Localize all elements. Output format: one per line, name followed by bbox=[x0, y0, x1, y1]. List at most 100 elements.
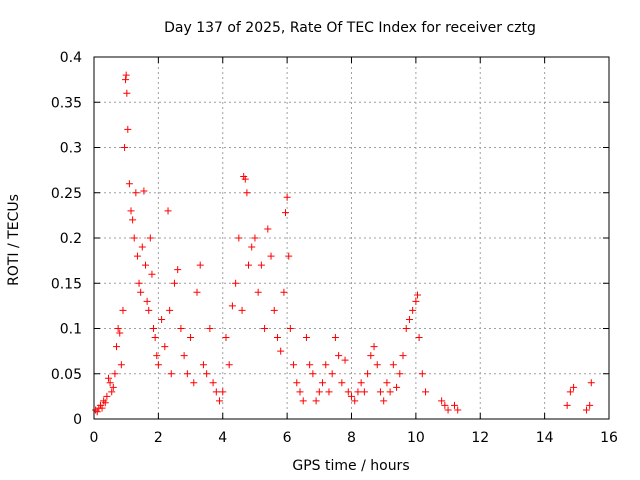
data-point bbox=[122, 76, 130, 84]
data-point bbox=[267, 252, 275, 260]
data-point bbox=[137, 288, 145, 296]
y-tick-label: 0.05 bbox=[51, 367, 82, 383]
data-point bbox=[135, 279, 143, 287]
data-point bbox=[151, 334, 159, 342]
data-point bbox=[296, 388, 304, 396]
data-point bbox=[587, 379, 595, 387]
data-point bbox=[328, 370, 336, 378]
data-point bbox=[114, 325, 122, 332]
x-tick-label: 6 bbox=[283, 430, 292, 446]
data-point bbox=[170, 279, 178, 287]
data-point bbox=[93, 408, 101, 416]
data-point bbox=[238, 306, 246, 314]
data-point bbox=[315, 388, 323, 396]
x-tick-label: 4 bbox=[218, 430, 227, 446]
data-point bbox=[341, 356, 349, 364]
data-point bbox=[264, 225, 272, 233]
y-tick-label: 0.4 bbox=[60, 50, 82, 66]
data-point bbox=[222, 334, 230, 342]
data-point bbox=[393, 383, 401, 391]
y-tick-labels: 0 0.05 0.1 0.15 0.2 0.25 0.3 0.35 0.4 bbox=[51, 50, 82, 428]
data-point bbox=[133, 252, 141, 260]
data-point bbox=[235, 234, 243, 242]
data-point bbox=[360, 388, 368, 396]
data-point bbox=[124, 125, 132, 133]
y-tick-label: 0.25 bbox=[51, 186, 82, 202]
data-point bbox=[254, 288, 262, 296]
data-point bbox=[127, 207, 135, 215]
data-point bbox=[364, 370, 372, 378]
data-point bbox=[248, 243, 256, 251]
data-point bbox=[123, 89, 131, 97]
data-point bbox=[232, 279, 240, 287]
data-point bbox=[174, 266, 182, 274]
x-tick-label: 14 bbox=[536, 430, 554, 446]
data-point bbox=[116, 329, 124, 337]
x-tick-label: 16 bbox=[600, 430, 618, 446]
data-point bbox=[177, 325, 185, 332]
data-point bbox=[108, 388, 116, 396]
data-point bbox=[413, 291, 421, 299]
gridlines bbox=[94, 57, 609, 419]
data-point bbox=[325, 388, 333, 396]
data-point bbox=[293, 379, 301, 387]
data-point bbox=[166, 306, 174, 314]
y-tick-label: 0 bbox=[73, 412, 82, 428]
data-point bbox=[344, 388, 352, 396]
data-point bbox=[130, 234, 138, 242]
y-tick-label: 0.1 bbox=[60, 322, 82, 338]
x-tick-label: 12 bbox=[471, 430, 489, 446]
plot-frame bbox=[93, 56, 610, 420]
data-point bbox=[273, 334, 281, 342]
data-point bbox=[302, 334, 310, 342]
data-point bbox=[161, 343, 169, 351]
data-point bbox=[98, 404, 106, 412]
data-point bbox=[319, 379, 327, 387]
data-point bbox=[164, 207, 172, 215]
x-tick-label: 0 bbox=[90, 430, 99, 446]
data-point bbox=[92, 406, 100, 414]
data-point bbox=[206, 325, 214, 332]
data-point bbox=[299, 397, 307, 405]
data-point bbox=[243, 189, 251, 197]
data-point bbox=[380, 397, 388, 405]
data-point bbox=[122, 71, 130, 79]
data-point bbox=[261, 325, 269, 332]
data-point bbox=[101, 399, 109, 407]
data-point bbox=[283, 193, 291, 201]
data-point bbox=[225, 361, 233, 369]
data-point bbox=[145, 306, 153, 314]
data-point bbox=[117, 361, 125, 369]
data-point bbox=[286, 325, 294, 332]
data-point bbox=[402, 325, 410, 332]
data-point bbox=[441, 401, 449, 409]
x-axis-label: GPS time / hours bbox=[292, 458, 409, 474]
data-point bbox=[373, 361, 381, 369]
data-point bbox=[338, 379, 346, 387]
data-point bbox=[219, 388, 227, 396]
data-point bbox=[199, 361, 207, 369]
data-point bbox=[103, 392, 111, 400]
data-point bbox=[367, 352, 375, 360]
data-point bbox=[386, 388, 394, 396]
data-point bbox=[348, 392, 355, 400]
x-tick-label: 10 bbox=[407, 430, 425, 446]
data-point bbox=[129, 216, 137, 224]
data-point bbox=[566, 388, 574, 396]
data-point bbox=[150, 325, 158, 332]
data-point bbox=[335, 352, 343, 360]
data-point bbox=[451, 401, 458, 409]
data-point bbox=[216, 397, 224, 405]
data-point bbox=[196, 261, 204, 269]
data-point bbox=[132, 189, 140, 197]
data-point bbox=[270, 306, 278, 314]
data-point bbox=[121, 144, 129, 151]
data-point bbox=[138, 243, 146, 251]
data-point bbox=[106, 379, 114, 387]
data-point bbox=[399, 352, 407, 360]
data-point bbox=[251, 234, 259, 242]
data-point bbox=[582, 406, 590, 414]
data-point bbox=[412, 297, 420, 305]
data-point bbox=[280, 288, 288, 296]
data-point bbox=[418, 370, 426, 378]
